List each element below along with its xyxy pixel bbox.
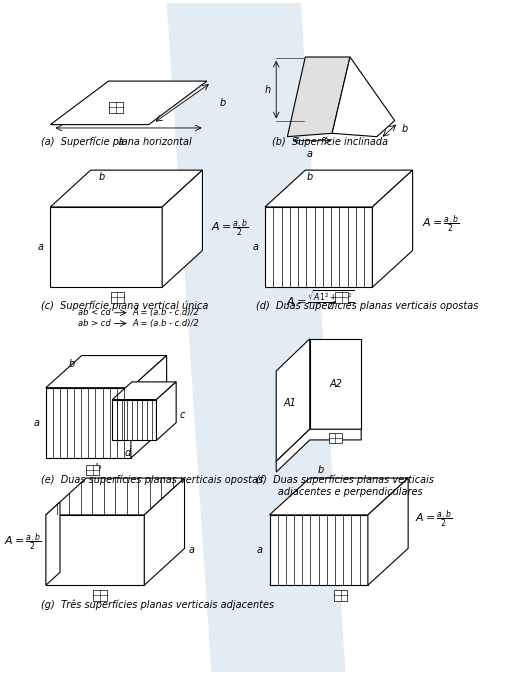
Polygon shape xyxy=(46,387,131,458)
Bar xyxy=(109,102,123,113)
Polygon shape xyxy=(265,170,412,207)
Text: a: a xyxy=(252,242,259,252)
Text: (g)  Três superfícies planas verticais adjacentes: (g) Três superfícies planas verticais ad… xyxy=(42,600,274,610)
Text: A = (a.b - c.d)/2: A = (a.b - c.d)/2 xyxy=(133,319,200,328)
Polygon shape xyxy=(112,400,156,440)
Text: c: c xyxy=(180,410,185,420)
Bar xyxy=(329,433,342,443)
Text: A = (a.b - c.d)/2: A = (a.b - c.d)/2 xyxy=(133,308,200,317)
Polygon shape xyxy=(46,478,184,515)
Text: b: b xyxy=(219,98,226,108)
Polygon shape xyxy=(50,170,202,207)
Polygon shape xyxy=(276,339,310,461)
Bar xyxy=(111,292,124,302)
Text: (a)  Superfície plana horizontal: (a) Superfície plana horizontal xyxy=(42,136,192,147)
Polygon shape xyxy=(46,387,131,458)
Polygon shape xyxy=(46,502,60,585)
Text: b: b xyxy=(68,359,75,369)
Polygon shape xyxy=(46,478,184,515)
Polygon shape xyxy=(112,400,156,440)
Polygon shape xyxy=(162,170,202,288)
Polygon shape xyxy=(112,382,176,400)
Polygon shape xyxy=(46,515,144,585)
Polygon shape xyxy=(332,57,395,136)
Polygon shape xyxy=(372,170,412,288)
Bar xyxy=(86,464,100,475)
Text: d: d xyxy=(124,448,131,458)
Text: a: a xyxy=(189,545,195,555)
Polygon shape xyxy=(270,478,408,515)
Text: A1: A1 xyxy=(284,398,297,408)
Bar xyxy=(335,292,348,302)
Text: $A=\frac{a.b}{2}$: $A=\frac{a.b}{2}$ xyxy=(211,217,249,239)
Text: a: a xyxy=(33,418,39,428)
Text: h: h xyxy=(265,84,271,95)
Text: $A=\frac{a.b}{2}$: $A=\frac{a.b}{2}$ xyxy=(415,509,453,531)
Text: a: a xyxy=(257,545,263,555)
Bar xyxy=(334,590,347,601)
Text: b: b xyxy=(99,172,105,182)
Polygon shape xyxy=(270,515,368,585)
Polygon shape xyxy=(167,3,345,672)
Polygon shape xyxy=(156,382,176,440)
Text: (f)  Duas superfícies planas verticais
       adjacentes e perpendiculares: (f) Duas superfícies planas verticais ad… xyxy=(256,475,434,497)
Polygon shape xyxy=(265,207,372,288)
Text: a: a xyxy=(118,136,124,146)
Polygon shape xyxy=(50,207,162,288)
Text: a: a xyxy=(38,242,44,252)
Polygon shape xyxy=(131,356,167,458)
Polygon shape xyxy=(144,478,184,585)
Text: ab > cd: ab > cd xyxy=(78,319,111,328)
Polygon shape xyxy=(50,81,207,125)
Text: b: b xyxy=(318,464,324,475)
Polygon shape xyxy=(46,356,167,387)
Text: $A = \frac{\sqrt{A1^2+A2^2}}{2}$: $A = \frac{\sqrt{A1^2+A2^2}}{2}$ xyxy=(287,289,355,312)
Text: (b)  Superfície inclinada: (b) Superfície inclinada xyxy=(272,136,388,147)
Text: $A=\frac{a.b}{2}$: $A=\frac{a.b}{2}$ xyxy=(4,532,42,553)
Polygon shape xyxy=(276,429,361,472)
Text: (e)  Duas superfícies planas verticais opostas: (e) Duas superfícies planas verticais op… xyxy=(42,475,264,485)
Bar xyxy=(93,590,107,601)
Polygon shape xyxy=(270,515,368,585)
Text: a: a xyxy=(307,149,313,159)
Text: (c)  Superfície plana vertical única: (c) Superfície plana vertical única xyxy=(42,300,209,311)
Polygon shape xyxy=(368,478,408,585)
Text: b: b xyxy=(401,124,408,134)
Polygon shape xyxy=(310,339,361,429)
Text: (d)  Duas superfícies planas verticais opostas: (d) Duas superfícies planas verticais op… xyxy=(256,300,479,311)
Polygon shape xyxy=(265,207,372,288)
Text: $A=\frac{a.b}{2}$: $A=\frac{a.b}{2}$ xyxy=(422,213,459,235)
Text: ab < cd: ab < cd xyxy=(78,308,111,317)
Text: A2: A2 xyxy=(329,379,342,389)
Text: b: b xyxy=(306,172,312,182)
Text: b: b xyxy=(94,464,101,473)
Polygon shape xyxy=(288,57,350,136)
